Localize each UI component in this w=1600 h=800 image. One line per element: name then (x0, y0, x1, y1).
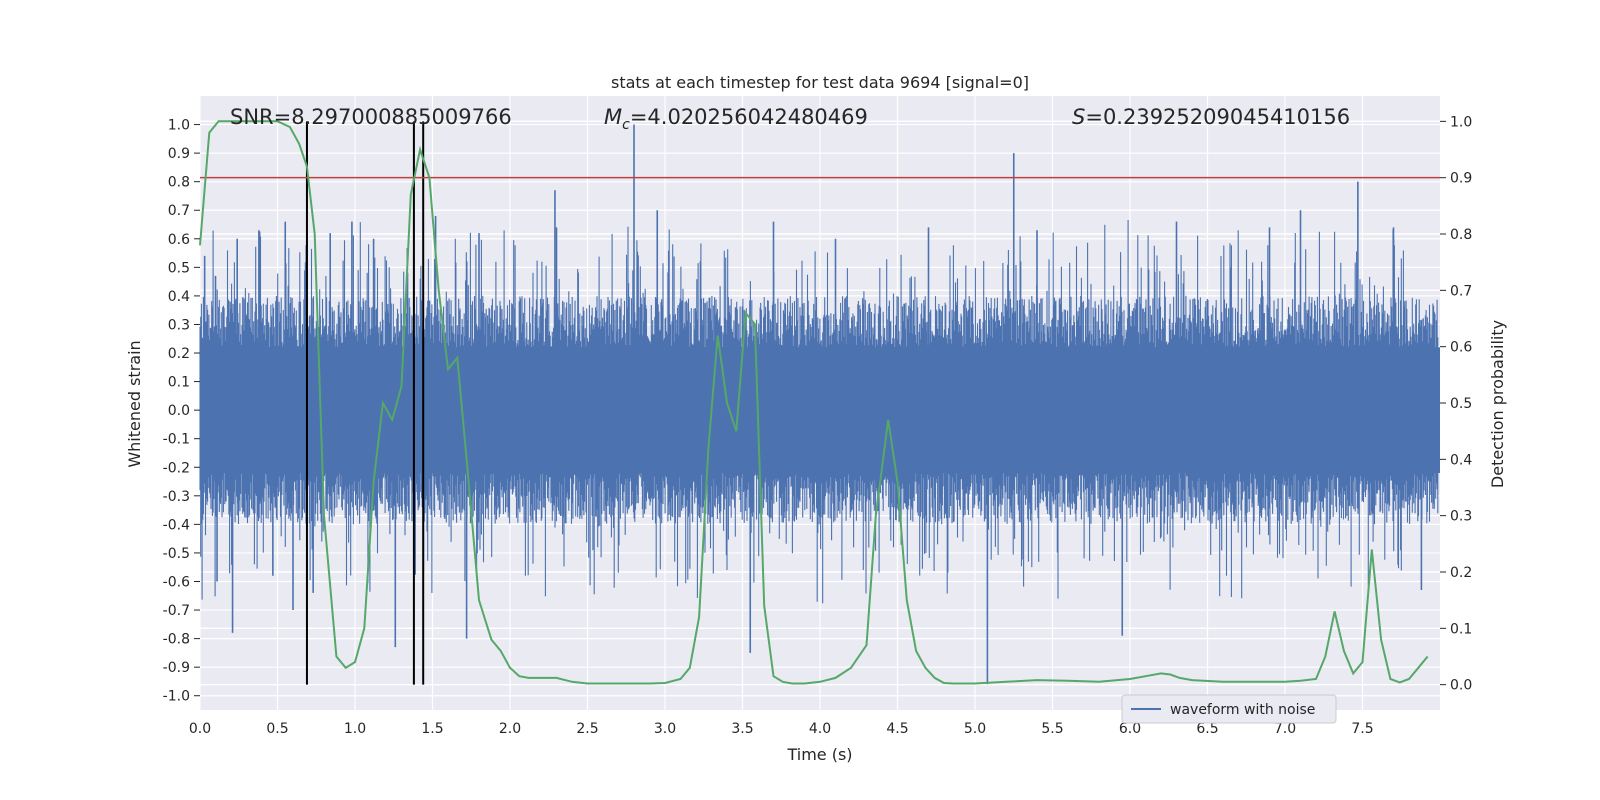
y2-tick-label: 0.2 (1450, 565, 1472, 581)
y-tick-label: -0.1 (163, 432, 190, 448)
y-tick-label: -0.8 (163, 632, 190, 648)
y-tick-label: -1.0 (163, 689, 190, 705)
y2-tick-label: 0.8 (1450, 227, 1472, 243)
y-axis-title: Whitened strain (125, 340, 144, 467)
y2-tick-label: 0.4 (1450, 452, 1472, 468)
x-tick-label: 7.0 (1274, 721, 1296, 737)
chirp-mass-value: =4.020256042480469 (630, 105, 868, 129)
y-tick-label: 0.0 (168, 403, 190, 419)
x-tick-label: 6.5 (1196, 721, 1218, 737)
y-tick-label: 0.8 (168, 175, 190, 191)
y-tick-label: -0.9 (163, 660, 190, 676)
x-tick-label: 6.0 (1119, 721, 1141, 737)
snr-annotation: SNR=8.297000885009766 (230, 105, 512, 129)
y-tick-labels: -1.0 -0.9 -0.8 -0.7 -0.6 -0.5 -0.4 -0.3 -0.2 -0.1… (163, 118, 200, 705)
x-tick-label: 3.5 (731, 721, 753, 737)
y-tick-label: 0.3 (168, 317, 190, 333)
y-tick-label: -0.7 (163, 603, 190, 619)
y2-tick-label: 0.9 (1450, 171, 1472, 187)
x-tick-label: 3.0 (654, 721, 676, 737)
s-value: =0.23925209045410156 (1085, 105, 1350, 129)
y2-tick-label: 0.5 (1450, 396, 1472, 412)
chirp-mass-annotation: Mc=4.020256042480469 (604, 105, 868, 133)
y-tick-label: 1.0 (168, 118, 190, 134)
y-tick-label: -0.6 (163, 574, 190, 590)
x-tick-label: 5.5 (1041, 721, 1063, 737)
x-tick-label: 0.5 (266, 721, 288, 737)
legend-box (1121, 694, 1337, 724)
y-tick-label: 0.6 (168, 232, 190, 248)
y2-tick-label: 0.6 (1450, 340, 1472, 356)
legend: waveform with noise (1121, 694, 1337, 724)
y-tick-label: 0.4 (168, 289, 190, 305)
y2-tick-label: 0.7 (1450, 283, 1472, 299)
y-tick-label: -0.4 (163, 517, 190, 533)
detection-probability-line (199, 120, 1429, 685)
x-tick-label: 2.0 (499, 721, 521, 737)
s-annotation: S=0.23925209045410156 (1072, 105, 1350, 129)
y-tick-label: 0.5 (168, 260, 190, 276)
y-tick-label: -0.3 (163, 489, 190, 505)
y-tick-label: 0.2 (168, 346, 190, 362)
y2-tick-label: 0.3 (1450, 509, 1472, 525)
x-tick-label: 0.0 (189, 721, 211, 737)
y-tick-label: -0.5 (163, 546, 190, 562)
x-tick-label: 4.5 (886, 721, 908, 737)
y2-tick-label: 0.1 (1450, 621, 1472, 637)
x-tick-label: 5.0 (964, 721, 986, 737)
y-tick-label: -0.2 (163, 460, 190, 476)
y-tick-label: 0.7 (168, 203, 190, 219)
marker-lines (305, 121, 425, 685)
y-tick-label: 0.9 (168, 146, 190, 162)
legend-label: waveform with noise (1170, 702, 1315, 718)
x-tick-label: 1.0 (344, 721, 366, 737)
y2-tick-label: 1.0 (1450, 114, 1472, 130)
y2-axis-title: Detection probability (1488, 320, 1507, 488)
waveform-series (199, 124, 1440, 685)
chirp-mass-subscript: c (622, 117, 630, 133)
y2-tick-labels: 0.0 0.1 0.2 0.3 0.4 0.5 0.6 0.7 0.8 0.9 1.0 (1440, 114, 1472, 694)
s-symbol: S (1072, 105, 1085, 129)
x-tick-label: 4.0 (809, 721, 831, 737)
x-tick-label: 1.5 (421, 721, 443, 737)
x-tick-labels: 0.0 0.5 1.0 1.5 2.0 2.5 3.0 3.5 4.0 4.5 5.0 5.5 6.0 6… (189, 721, 1374, 737)
chart-title: stats at each timestep for test data 969… (611, 73, 1029, 92)
y2-tick-label: 0.0 (1450, 678, 1472, 694)
x-tick-label: 7.5 (1351, 721, 1373, 737)
plot-area (199, 96, 1440, 710)
chirp-mass-symbol: M (604, 105, 622, 129)
x-axis-title: Time (s) (786, 745, 852, 764)
x-tick-label: 2.5 (576, 721, 598, 737)
waveform-noise (199, 220, 1439, 604)
y-tick-label: 0.1 (168, 375, 190, 391)
